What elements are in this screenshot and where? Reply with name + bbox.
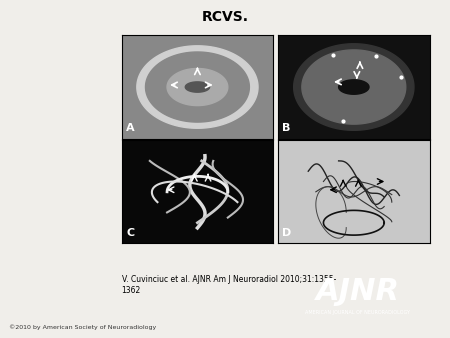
Text: D: D bbox=[283, 228, 292, 238]
Text: A: A bbox=[126, 123, 135, 134]
Text: B: B bbox=[283, 123, 291, 134]
Polygon shape bbox=[278, 140, 430, 243]
Polygon shape bbox=[339, 80, 369, 94]
Text: V. Cuvinciuc et al. AJNR Am J Neuroradiol 2010;31:1355-
1362: V. Cuvinciuc et al. AJNR Am J Neuroradio… bbox=[122, 275, 336, 295]
Polygon shape bbox=[137, 46, 258, 128]
Polygon shape bbox=[185, 82, 210, 92]
Polygon shape bbox=[122, 140, 273, 243]
Polygon shape bbox=[294, 44, 414, 130]
Text: AMERICAN JOURNAL OF NEURORADIOLOGY: AMERICAN JOURNAL OF NEURORADIOLOGY bbox=[305, 310, 410, 315]
Text: RCVS.: RCVS. bbox=[202, 10, 248, 24]
Text: AJNR: AJNR bbox=[316, 277, 400, 306]
Polygon shape bbox=[278, 35, 430, 139]
Polygon shape bbox=[167, 69, 228, 105]
Polygon shape bbox=[302, 50, 406, 124]
Text: C: C bbox=[126, 228, 134, 238]
Polygon shape bbox=[145, 52, 249, 122]
Text: ©2010 by American Society of Neuroradiology: ©2010 by American Society of Neuroradiol… bbox=[9, 324, 156, 330]
